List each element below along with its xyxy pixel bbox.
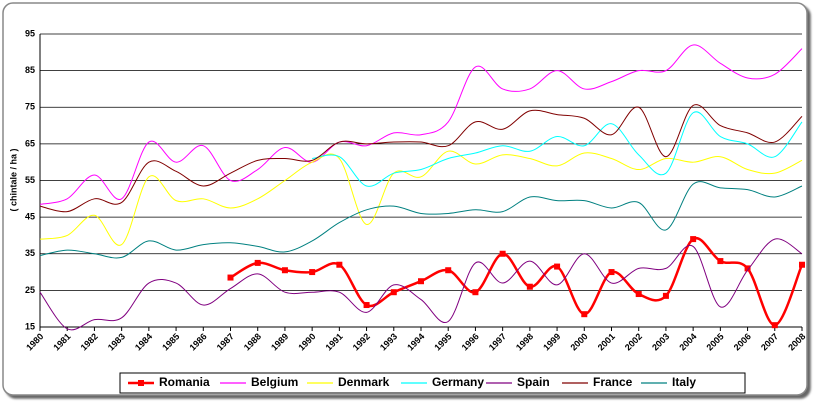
y-tick-label: 55 [25,175,35,185]
y-axis-label: ( chintale / ha ) [8,148,18,211]
legend-label: Italy [672,375,696,389]
data-point [363,302,370,309]
data-point [309,269,316,276]
y-tick-label: 85 [25,65,35,75]
y-tick-label: 45 [25,212,35,222]
series-line [39,238,803,331]
data-point [799,261,805,268]
y-tick-label: 95 [25,28,35,38]
legend-label: Romania [159,375,210,389]
data-point [690,236,697,243]
data-point [526,283,533,290]
legend-label: France [593,375,633,389]
legend-box [119,372,746,394]
data-point [472,289,479,296]
y-tick-label: 25 [25,285,35,295]
series-line [39,150,803,246]
data-point [771,322,778,329]
data-point [499,250,506,257]
series-line [39,104,803,213]
data-point [445,267,452,274]
data-point [717,258,724,265]
y-tick-label: 75 [25,102,35,112]
legend-label: Germany [432,375,484,389]
legend-label: Spain [517,375,550,389]
data-point [336,261,343,268]
legend-label: Belgium [251,375,298,389]
series-line [312,111,803,187]
data-point [418,278,424,285]
series-line [39,44,803,205]
data-point [744,265,751,272]
data-point [662,292,669,299]
data-point [635,291,642,298]
legend-label: Denmark [338,375,390,389]
y-tick-label: 65 [25,138,35,148]
data-point [390,289,397,296]
series-line [229,236,804,327]
y-tick-label: 15 [25,321,35,331]
series-line [39,181,803,259]
data-point [608,269,615,276]
y-tick-label: 35 [25,248,35,258]
data-point [227,274,234,281]
chart-frame [2,2,808,396]
data-point [554,263,561,270]
data-point [581,311,588,318]
legend-marker [138,380,144,386]
data-point [254,259,261,266]
data-point [281,267,288,274]
